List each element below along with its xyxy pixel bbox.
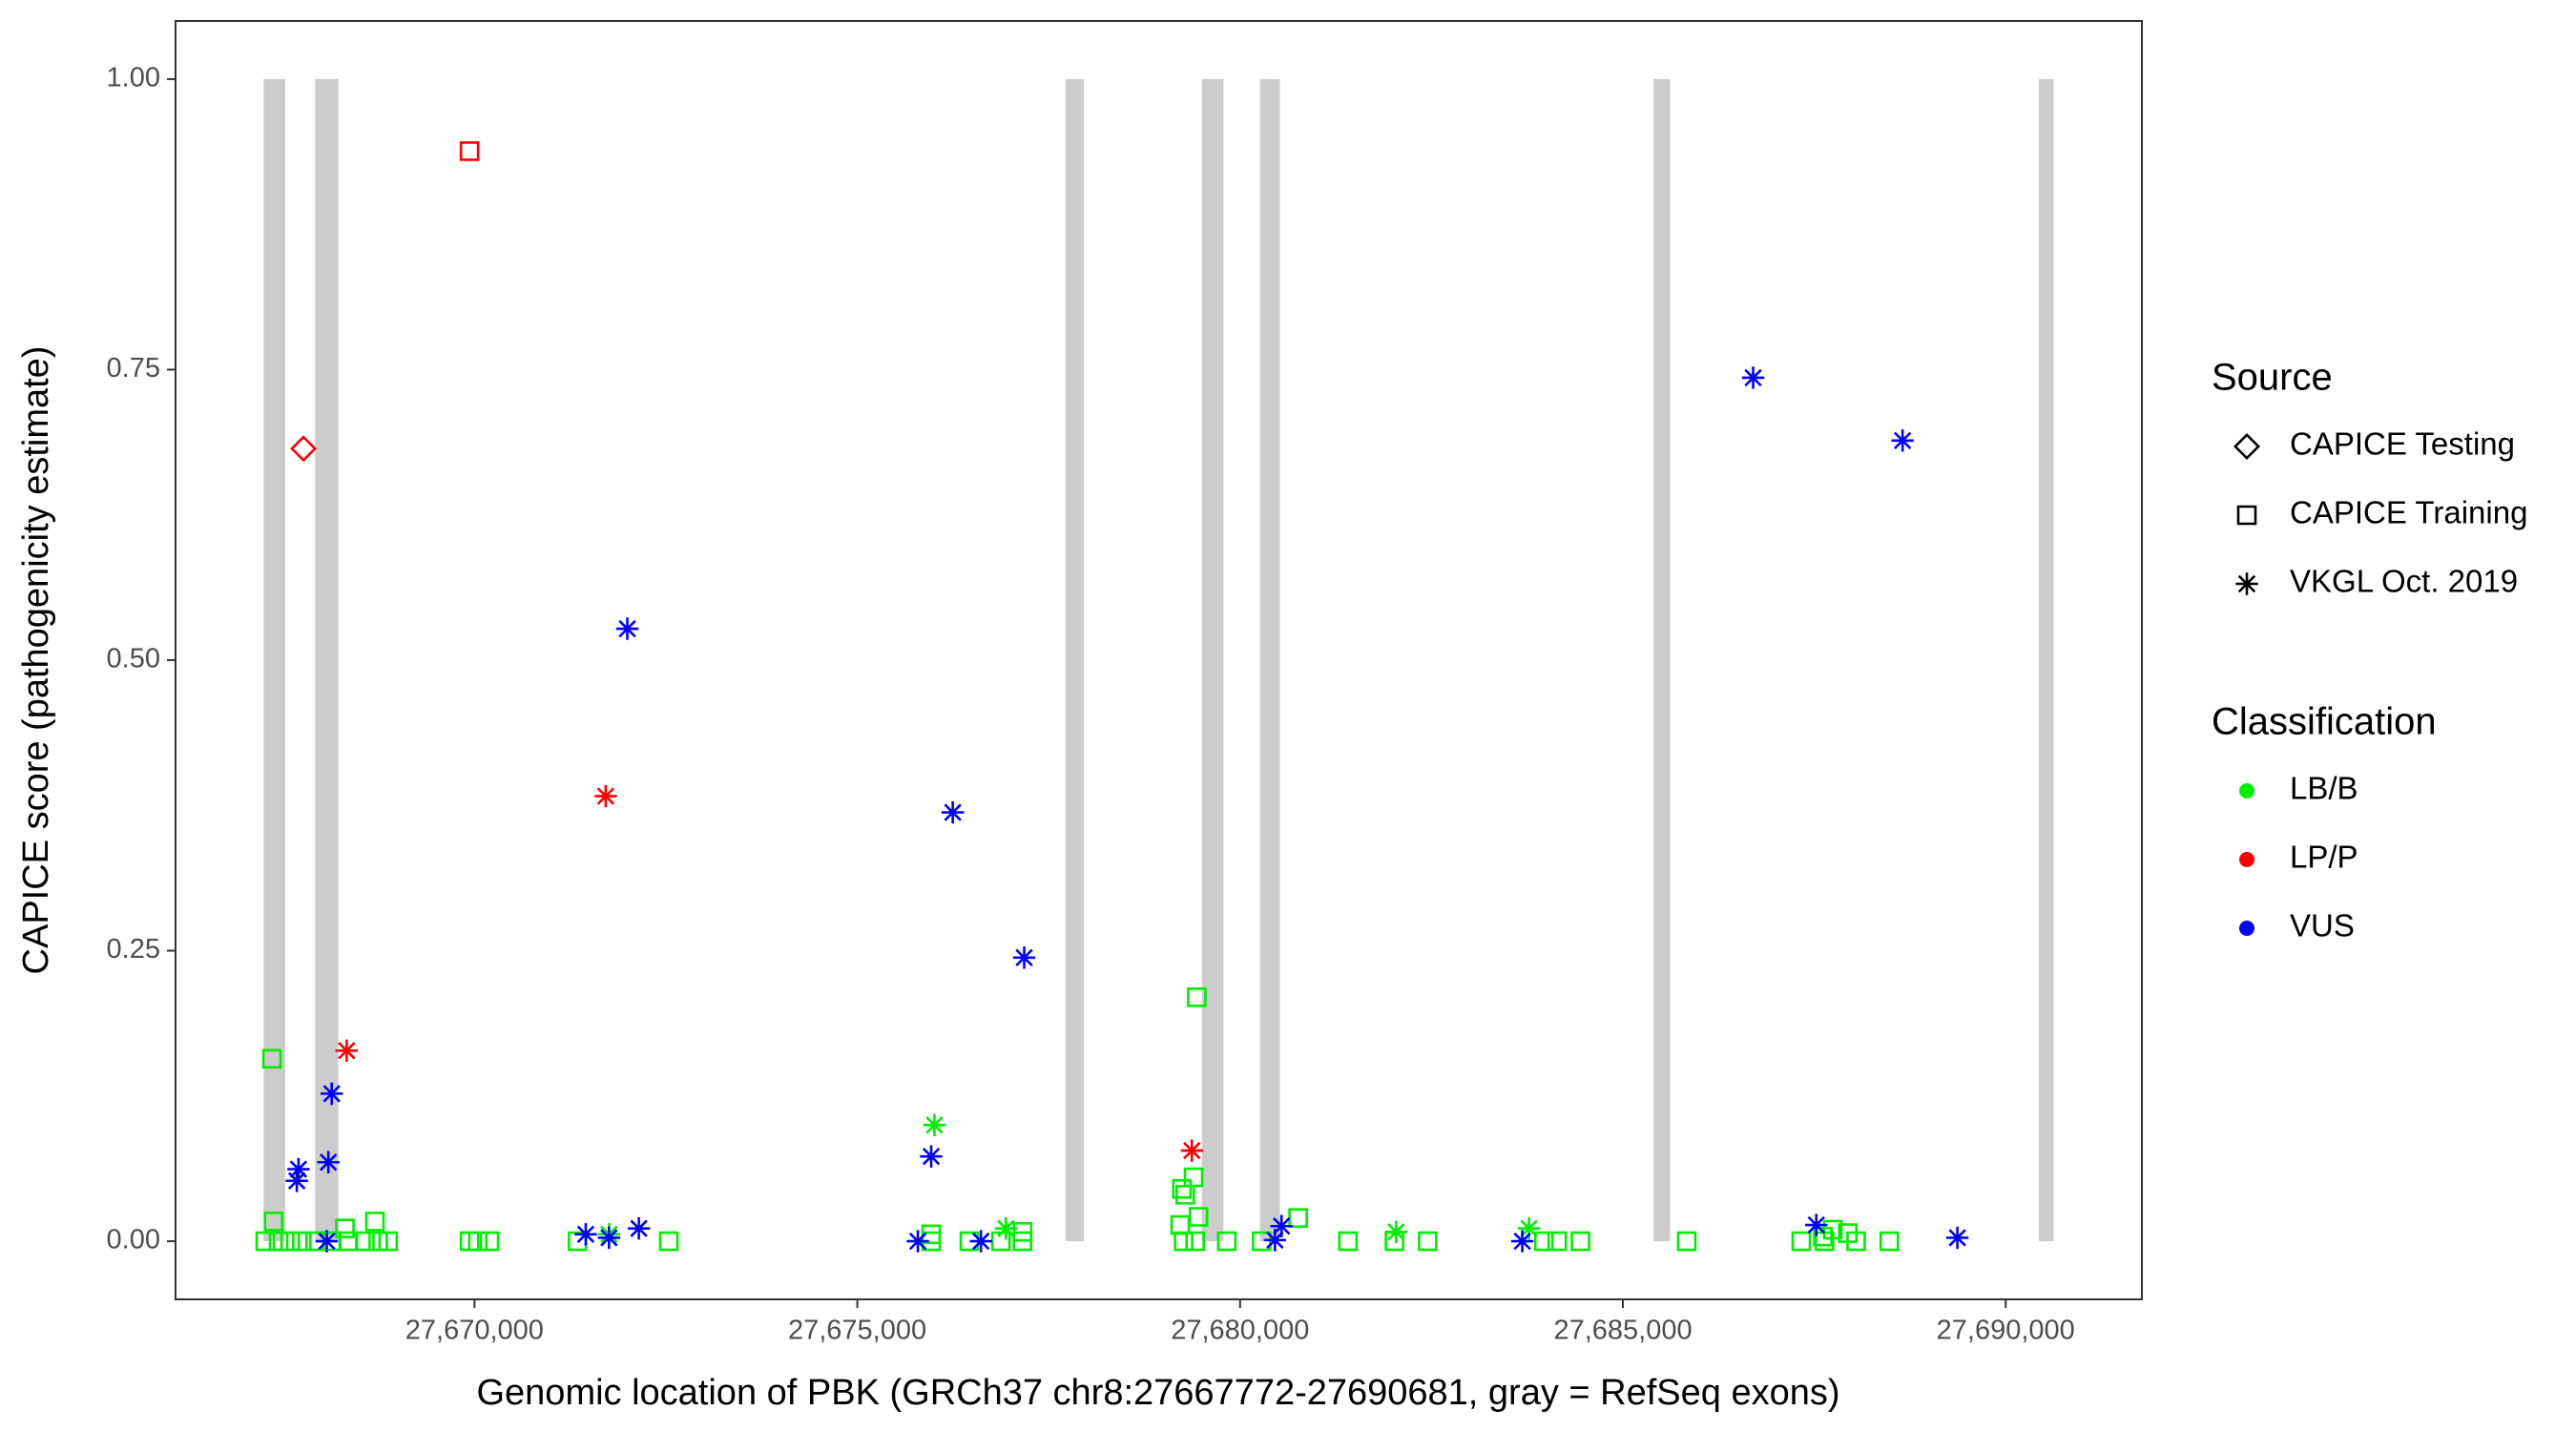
data-point (315, 1230, 339, 1253)
data-point (290, 435, 318, 463)
y-tick-label: 1.00 (107, 63, 160, 93)
legend-title: Source (2212, 357, 2333, 399)
data-point (1252, 1231, 1272, 1252)
data-point (1180, 1139, 1203, 1162)
y-tick-label: 0.50 (107, 644, 160, 674)
legend-label: LB/B (2290, 771, 2358, 806)
data-point (1187, 986, 1207, 1007)
data-point (615, 617, 639, 640)
data-point (285, 1170, 308, 1192)
legend-symbol (2239, 852, 2254, 867)
x-tick-label: 27,685,000 (1553, 1316, 1692, 1346)
data-point (320, 1082, 343, 1106)
panel-border (175, 20, 2143, 1300)
legend-symbol (2239, 921, 2254, 936)
legend-label: VUS (2290, 908, 2355, 944)
data-point (994, 1216, 1018, 1240)
data-point (1418, 1231, 1438, 1252)
data-point (287, 1157, 310, 1181)
legend-label: LP/P (2290, 840, 2358, 875)
exon-band (1259, 78, 1280, 1242)
data-point (459, 141, 480, 161)
data-point (969, 1230, 992, 1253)
data-point (1170, 1214, 1191, 1235)
y-tick-label: 0.00 (107, 1225, 160, 1255)
data-point (1891, 429, 1914, 452)
data-point (1288, 1208, 1308, 1229)
legend-symbol (2236, 505, 2257, 526)
data-point (941, 800, 965, 824)
data-point (1570, 1231, 1590, 1252)
exon-band (2038, 78, 2054, 1242)
exon-band (1653, 78, 1671, 1242)
data-point (959, 1231, 980, 1252)
data-point (921, 1231, 942, 1252)
exon-band (263, 78, 285, 1242)
data-point (378, 1231, 399, 1252)
x-tick-label: 27,690,000 (1937, 1316, 2075, 1346)
data-point (364, 1212, 385, 1232)
exon-band (1066, 78, 1085, 1242)
data-point (1879, 1231, 1900, 1252)
legend-symbol (2239, 783, 2254, 798)
data-point (335, 1039, 359, 1063)
data-point (658, 1231, 679, 1252)
data-point (594, 784, 617, 808)
data-point (574, 1223, 597, 1246)
data-point (1791, 1231, 1812, 1252)
legend-label: CAPICE Testing (2290, 426, 2515, 462)
data-point (1263, 1229, 1287, 1252)
data-point (990, 1231, 1011, 1252)
data-point (1338, 1231, 1359, 1252)
data-point (1547, 1231, 1568, 1252)
data-point (1846, 1231, 1866, 1252)
legend-label: VKGL Oct. 2019 (2290, 564, 2518, 599)
y-tick-label: 0.25 (107, 934, 160, 964)
legend-title: Classification (2212, 701, 2437, 743)
data-point (1805, 1213, 1828, 1236)
exon-band (315, 78, 339, 1242)
legend-label: CAPICE Training (2290, 495, 2527, 530)
data-point (317, 1151, 340, 1173)
data-point (1945, 1226, 1969, 1250)
data-point (1012, 1231, 1033, 1252)
data-point (1384, 1220, 1408, 1244)
data-point (261, 1048, 282, 1069)
legend-symbol (2235, 572, 2258, 595)
data-point (1216, 1231, 1237, 1252)
data-point (1517, 1216, 1541, 1240)
data-point (597, 1226, 621, 1250)
data-point (1838, 1223, 1859, 1243)
x-tick-label: 27,675,000 (788, 1316, 926, 1346)
data-point (479, 1231, 500, 1252)
data-point (920, 1145, 943, 1168)
data-point (1510, 1230, 1534, 1253)
data-point (1012, 946, 1036, 969)
data-point (263, 1212, 284, 1232)
legend-symbol (2233, 433, 2260, 460)
data-point (1813, 1226, 1833, 1247)
exon-band (1201, 78, 1224, 1242)
data-point (335, 1218, 355, 1238)
y-axis-title: CAPICE score (pathogenicity estimate) (16, 346, 56, 975)
x-axis-title: Genomic location of PBK (GRCh37 chr8:276… (476, 1373, 1839, 1413)
x-tick-label: 27,680,000 (1171, 1316, 1309, 1346)
data-point (567, 1231, 588, 1252)
data-point (923, 1113, 946, 1136)
data-point (1676, 1231, 1697, 1252)
data-point (627, 1216, 651, 1240)
y-tick-label: 0.75 (107, 353, 160, 384)
data-point (1741, 366, 1765, 389)
data-point (906, 1230, 929, 1253)
data-point (1270, 1214, 1293, 1237)
data-point (1183, 1167, 1204, 1188)
data-point (1185, 1231, 1205, 1252)
x-tick-label: 27,670,000 (405, 1316, 544, 1346)
